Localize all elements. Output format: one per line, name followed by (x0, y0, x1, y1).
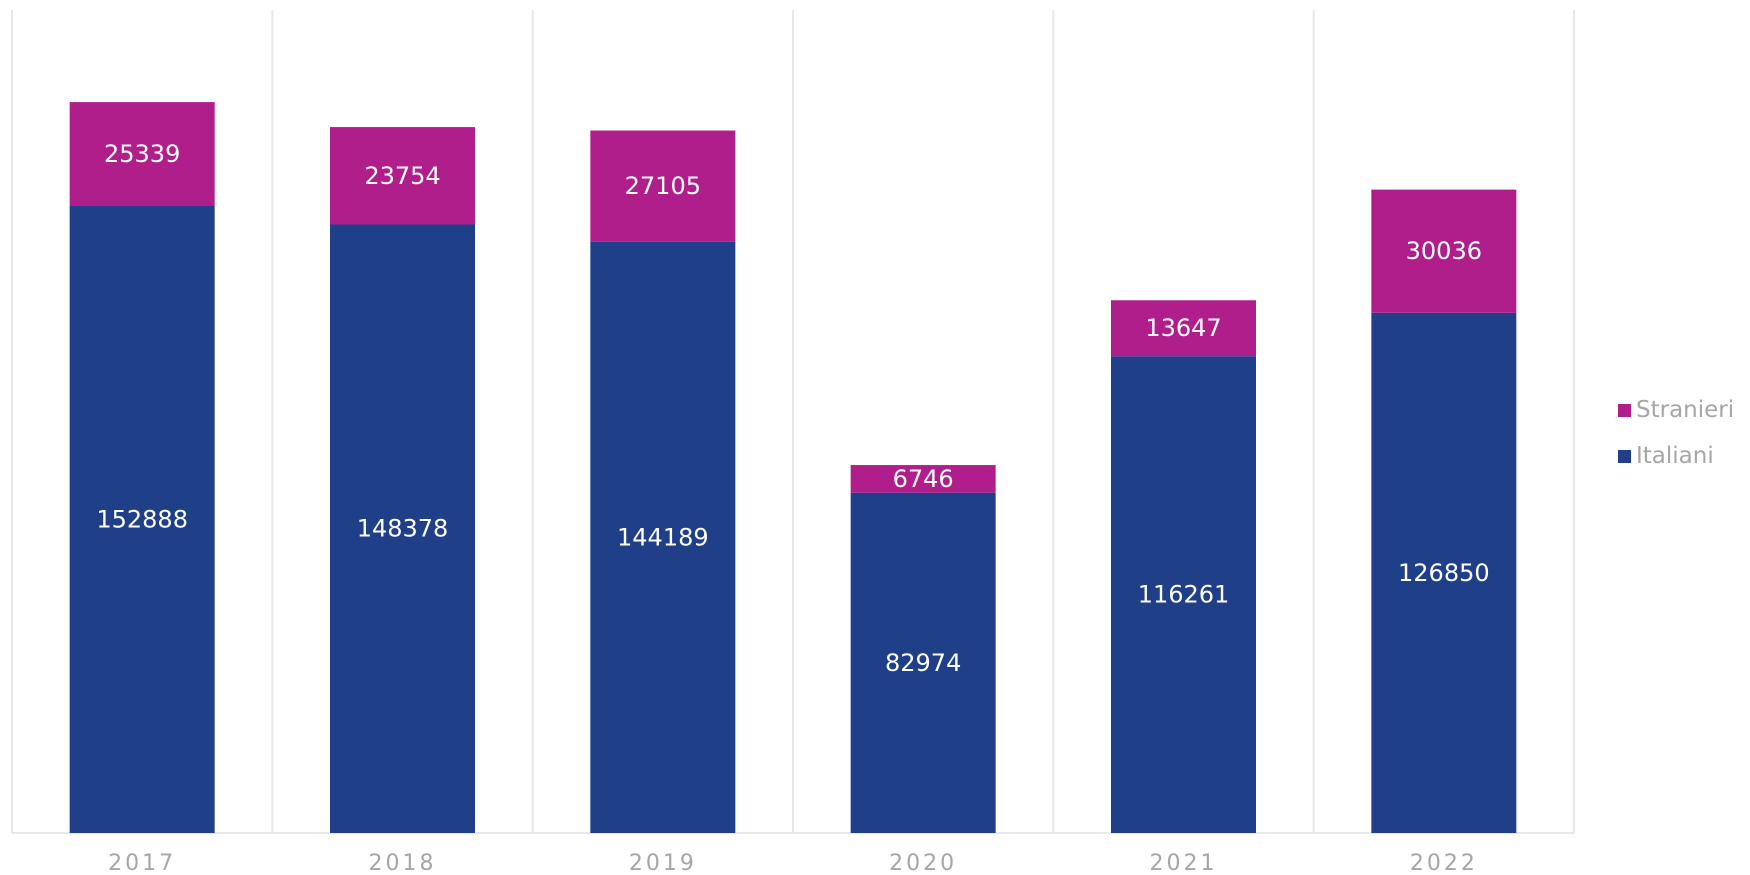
x-tick-label-2019: 2019 (629, 851, 697, 875)
data-label-italiani-2019: 144189 (617, 523, 709, 551)
data-label-italiani-2018: 148378 (357, 515, 449, 543)
bar-stranieri-2021[interactable] (1111, 300, 1256, 357)
data-label-stranieri-2017: 25339 (104, 140, 180, 168)
data-label-italiani-2017: 152888 (96, 506, 188, 534)
bar-italiani-2022[interactable] (1371, 312, 1517, 833)
x-tick-label-2017: 2017 (108, 851, 176, 875)
bar-italiani-2021[interactable] (1111, 356, 1256, 833)
data-label-stranieri-2021: 13647 (1145, 314, 1221, 342)
legend-label-italiani: Italiani (1636, 443, 1714, 469)
legend-label-stranieri: Stranieri (1636, 397, 1735, 423)
legend-item-italiani[interactable]: Italiani (1618, 442, 1750, 470)
bars (69, 102, 1517, 834)
bar-stranieri-2020[interactable] (850, 465, 996, 493)
bar-italiani-2020[interactable] (850, 492, 996, 833)
legend-swatch-italiani (1618, 449, 1631, 463)
data-label-italiani-2021: 116261 (1138, 581, 1230, 609)
legend: Stranieri Italiani (1618, 396, 1750, 488)
x-tick-label-2021: 2021 (1150, 851, 1218, 875)
bar-italiani-2017[interactable] (69, 206, 215, 833)
data-label-italiani-2022: 126850 (1398, 559, 1490, 587)
data-label-stranieri-2019: 27105 (625, 172, 701, 200)
bar-italiani-2019[interactable] (590, 241, 736, 834)
data-label-stranieri-2022: 30036 (1406, 237, 1482, 265)
bar-stranieri-2022[interactable] (1371, 189, 1517, 313)
x-axis-tick-labels: 2017 2018 2019 2020 2021 2022 (108, 851, 1478, 875)
data-label-italiani-2020: 82974 (885, 649, 961, 677)
x-tick-label-2020: 2020 (889, 851, 957, 875)
bar-stranieri-2019[interactable] (590, 130, 736, 242)
gridlines (11, 10, 1575, 834)
bar-stranieri-2018[interactable] (330, 127, 475, 225)
bar-stranieri-2017[interactable] (69, 102, 215, 206)
x-tick-label-2022: 2022 (1410, 851, 1478, 875)
legend-swatch-stranieri (1618, 403, 1631, 417)
bar-italiani-2018[interactable] (330, 224, 475, 833)
data-label-stranieri-2020: 6746 (893, 465, 954, 493)
legend-item-stranieri[interactable]: Stranieri (1618, 396, 1750, 424)
x-tick-label-2018: 2018 (369, 851, 437, 875)
data-label-stranieri-2018: 23754 (364, 162, 440, 190)
data-labels: 152888 25339 148378 23754 144189 27105 82974 67… (96, 140, 1489, 677)
